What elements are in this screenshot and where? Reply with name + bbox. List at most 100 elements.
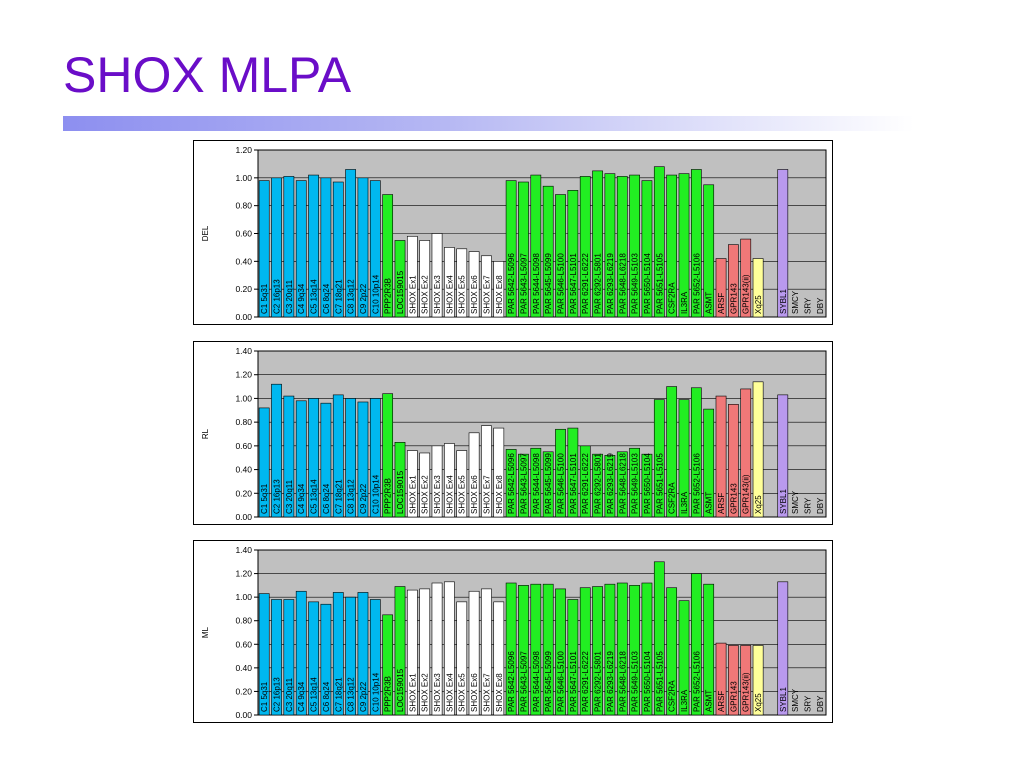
category-label: PAR 6293-L6219 bbox=[606, 453, 615, 514]
bar bbox=[258, 593, 270, 716]
category-label: PAR 5643-L5097 bbox=[519, 651, 528, 712]
category-label: DBY bbox=[816, 297, 825, 314]
category-label: GPR143 bbox=[729, 681, 738, 712]
category-label: PAR 5642-L5096 bbox=[507, 651, 516, 712]
bar bbox=[690, 573, 702, 716]
y-tick-label: 0.00 bbox=[235, 312, 252, 322]
category-label: SHOX Ex4 bbox=[445, 275, 454, 314]
bar bbox=[567, 427, 579, 518]
bar bbox=[777, 169, 789, 318]
bar bbox=[382, 614, 394, 716]
category-label: SMCY bbox=[791, 490, 800, 514]
bar bbox=[728, 404, 739, 518]
bar bbox=[369, 398, 381, 518]
bar bbox=[616, 176, 628, 318]
category-label: SHOX Ex2 bbox=[421, 275, 430, 314]
category-label: IL3RA bbox=[680, 491, 689, 514]
bar bbox=[555, 194, 566, 318]
category-label: SHOX Ex5 bbox=[458, 475, 467, 514]
bar bbox=[468, 590, 480, 716]
y-tick-label: 0.60 bbox=[235, 229, 252, 239]
bar bbox=[518, 453, 529, 518]
bar bbox=[616, 451, 628, 518]
bar bbox=[345, 398, 356, 518]
category-label: C9 2p22 bbox=[359, 681, 368, 712]
bar bbox=[567, 599, 579, 716]
category-label: CSF2RA bbox=[668, 282, 677, 314]
category-label: SHOX Ex7 bbox=[482, 475, 491, 514]
category-label: GPR143 bbox=[729, 483, 738, 514]
category-label: PAR 5648-L6218 bbox=[618, 253, 627, 314]
category-label: PAR 5650-L5104 bbox=[643, 453, 652, 514]
category-label: IL3RA bbox=[680, 291, 689, 314]
bar bbox=[616, 582, 628, 716]
bar bbox=[752, 645, 764, 716]
category-label: PAR 5650-L5104 bbox=[643, 253, 652, 314]
category-label: SHOX Ex8 bbox=[495, 673, 504, 712]
bars: C1 5q31 C2 16p13 C3 20q11 C4 9q34 C5 13q14 C6… bbox=[258, 166, 825, 318]
category-label: SMCY bbox=[791, 688, 800, 712]
category-label: SHOX Ex2 bbox=[421, 475, 430, 514]
bar bbox=[444, 581, 455, 716]
category-label: SHOX Ex3 bbox=[433, 275, 442, 314]
category-label: PAR 5645-L5099 bbox=[544, 453, 553, 514]
category-label: DBY bbox=[816, 497, 825, 514]
chart-ml: 0.00 0.20 0.40 0.60 0.80 1.00 1.20 1.40 ML C1 5q3… bbox=[193, 540, 833, 723]
bar bbox=[357, 401, 369, 518]
category-label: C7 18q21 bbox=[334, 677, 343, 712]
category-label: PAR 5642-L5096 bbox=[507, 253, 516, 314]
category-label: PAR 5649-L5103 bbox=[631, 651, 640, 712]
category-label: PAR 6292-L5801 bbox=[594, 453, 603, 514]
category-label: PAR 5650-L5104 bbox=[643, 651, 652, 712]
y-axis-label: ML bbox=[201, 626, 210, 638]
bar bbox=[258, 180, 270, 318]
category-label: GPR143(ii) bbox=[742, 672, 751, 712]
bar bbox=[505, 180, 517, 318]
category-label: PPP2R3B bbox=[384, 478, 393, 514]
y-tick-label: 1.40 bbox=[235, 545, 252, 555]
bar bbox=[406, 450, 418, 518]
bar bbox=[740, 645, 752, 716]
y-tick-label: 0.40 bbox=[235, 465, 252, 475]
category-label: SRY bbox=[803, 695, 812, 712]
category-label: CSF2RA bbox=[668, 680, 677, 712]
bar bbox=[555, 588, 566, 716]
category-label: LOC159015 bbox=[396, 668, 405, 712]
bar bbox=[641, 180, 653, 318]
bar bbox=[579, 176, 591, 318]
category-label: C1 5q31 bbox=[260, 681, 269, 712]
bar bbox=[579, 587, 591, 716]
category-label: C5 13q14 bbox=[310, 677, 319, 712]
category-label: CSF2RA bbox=[668, 482, 677, 514]
bar bbox=[444, 443, 455, 518]
category-label: C2 16p13 bbox=[273, 279, 282, 314]
category-label: PAR 6293-L6219 bbox=[606, 253, 615, 314]
category-label: C9 2p22 bbox=[359, 283, 368, 314]
category-label: PAR 5649-L5103 bbox=[631, 253, 640, 314]
bar bbox=[481, 588, 492, 716]
bar bbox=[666, 174, 678, 318]
bar bbox=[308, 601, 319, 716]
category-label: C8 13q12 bbox=[347, 479, 356, 514]
chart-del: 0.00 0.20 0.40 0.60 0.80 1.00 1.20 DEL C1 5q31 C2… bbox=[193, 140, 833, 325]
y-tick-label: 0.20 bbox=[235, 284, 252, 294]
bar bbox=[456, 450, 468, 518]
category-label: DBY bbox=[816, 695, 825, 712]
bar bbox=[271, 599, 282, 716]
bar bbox=[283, 599, 295, 716]
y-tick-label: 0.60 bbox=[235, 441, 252, 451]
category-label: PAR 5646-L5100 bbox=[557, 453, 566, 514]
category-label: C7 18q21 bbox=[334, 279, 343, 314]
category-label: C5 13q14 bbox=[310, 479, 319, 514]
category-label: LOC159015 bbox=[396, 470, 405, 514]
bar bbox=[777, 394, 789, 518]
bar bbox=[431, 582, 443, 716]
bars: C1 5q31 C2 16p13 C3 20q11 C4 9q34 C5 13q14 C6… bbox=[258, 561, 825, 716]
bar bbox=[468, 432, 480, 518]
category-label: PAR 5647-L5101 bbox=[569, 253, 578, 314]
bar bbox=[678, 399, 690, 518]
category-label: SMCY bbox=[791, 290, 800, 314]
category-label: C1 5q31 bbox=[260, 483, 269, 514]
y-tick-label: 1.00 bbox=[235, 393, 252, 403]
category-label: PAR 5651-L5105 bbox=[655, 253, 664, 314]
